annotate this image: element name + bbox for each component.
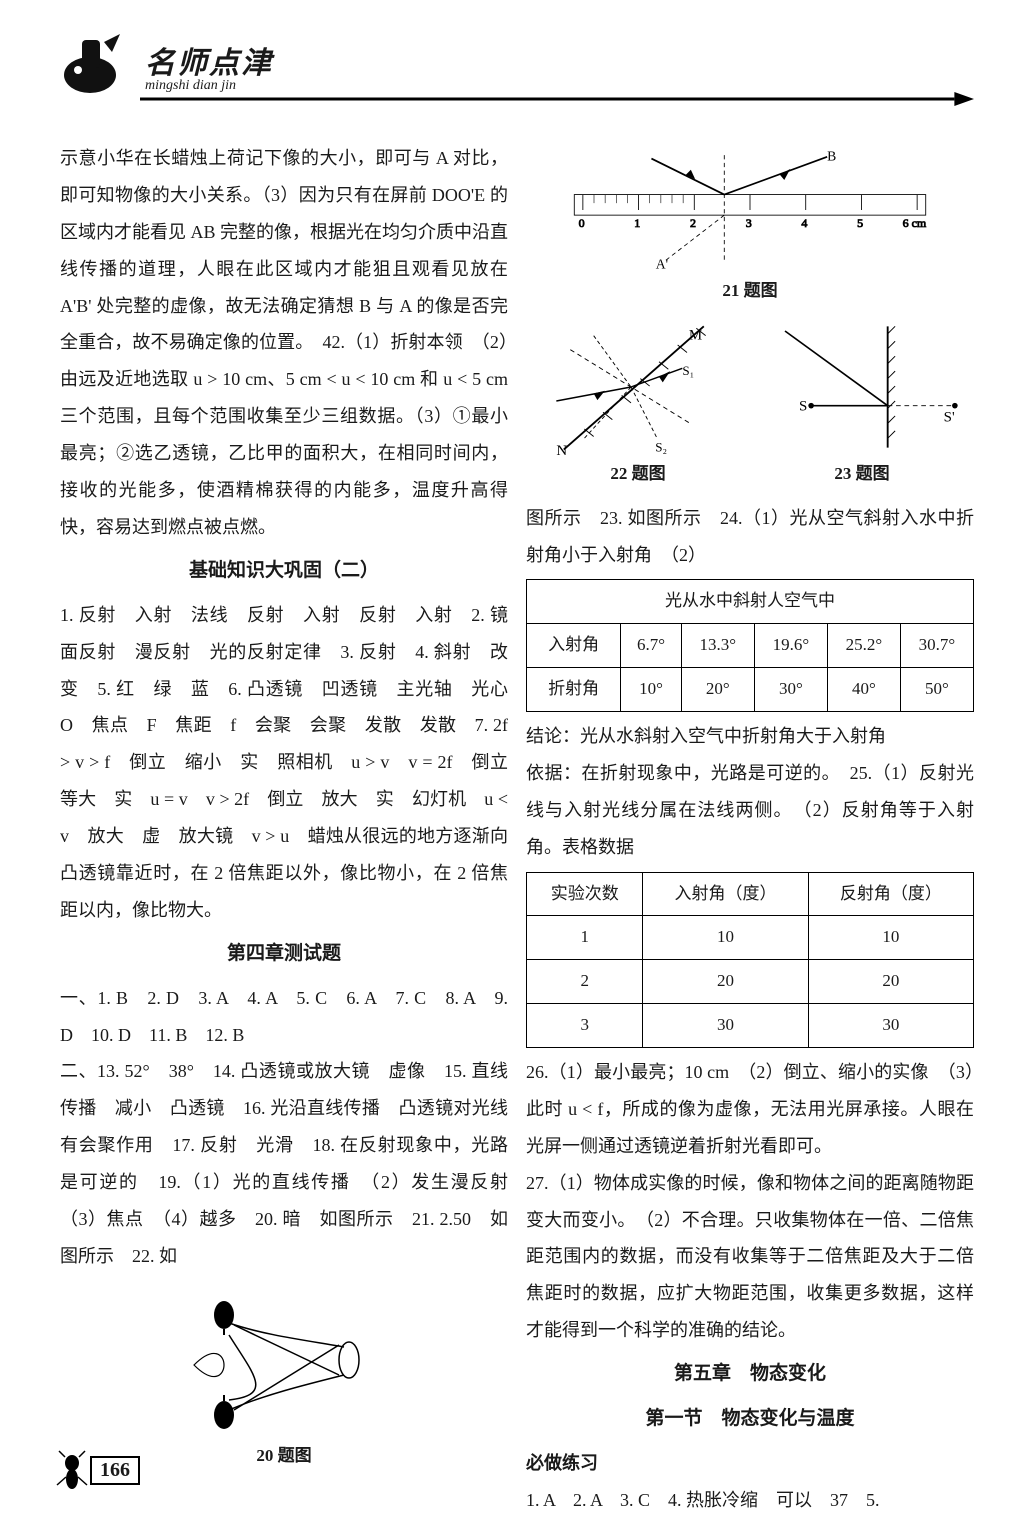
page-number: 166: [90, 1456, 140, 1485]
table-row: 2 20 20: [527, 960, 974, 1004]
paragraph: 26.（1）最小最亮；10 cm （2）倒立、缩小的实像 （3）此时 u < f…: [526, 1054, 974, 1165]
paragraph: 27.（1）物体成实像的时候，像和物体之间的距离随物距变大而变小。 （2）不合理…: [526, 1165, 974, 1349]
table-cell: 30.7°: [900, 624, 973, 668]
figure-21: 0 1 2 3 4 5 6 cm: [526, 150, 974, 270]
figure-caption: 22 题图: [610, 457, 665, 492]
right-column: 0 1 2 3 4 5 6 cm: [526, 140, 974, 1519]
table-cell: 折射角: [527, 668, 621, 712]
must-do-label: 必做练习: [526, 1453, 598, 1473]
table-header: 反射角（度）: [808, 872, 973, 916]
table-cell: 20°: [681, 668, 754, 712]
svg-text:5: 5: [857, 216, 863, 230]
paragraph: 结论：光从水斜射入空气中折射角大于入射角: [526, 718, 974, 755]
svg-text:S': S': [943, 409, 954, 425]
paragraph: 二、13. 52° 38° 14. 凸透镜或放大镜 虚像 15. 直线传播 减小…: [60, 1053, 508, 1274]
table-header: 实验次数: [527, 872, 643, 916]
table-cell: 10: [643, 916, 808, 960]
mirror-rays-diagram-icon: M N S₁ S₂: [531, 317, 731, 457]
svg-text:6 cm: 6 cm: [903, 216, 927, 230]
paragraph: 图所示 23. 如图所示 24.（1）光从空气斜射入水中折射角小于入射角 （2）: [526, 500, 974, 574]
table-row: 1 10 10: [527, 916, 974, 960]
table-cell: 1: [527, 916, 643, 960]
paragraph: 依据：在折射现象中，光路是可逆的。 25.（1）反射光线与入射光线分属在法线两侧…: [526, 755, 974, 866]
table-cell: 50°: [900, 668, 973, 712]
table-row: 3 30 30: [527, 1004, 974, 1048]
figure-row-22-23: M N S₁ S₂: [526, 317, 974, 457]
paragraph: 1. A 2. A 3. C 4. 热胀冷缩 可以 37 5.: [526, 1482, 974, 1519]
left-column: 示意小华在长蜡烛上荷记下像的大小，即可与 A 对比，即可知物像的大小关系。（3）…: [60, 140, 508, 1519]
svg-text:S₁: S₁: [682, 363, 694, 378]
table-cell: 20: [643, 960, 808, 1004]
svg-text:B: B: [827, 150, 836, 163]
section-title-consolidation-2: 基础知识大巩固（二）: [60, 552, 508, 591]
pinhole-shadow-diagram-icon: [174, 1285, 394, 1435]
table-cell: 3: [527, 1004, 643, 1048]
ruler-reflection-diagram-icon: 0 1 2 3 4 5 6 cm: [540, 150, 960, 270]
table-cell: 2: [527, 960, 643, 1004]
paragraph: 示意小华在长蜡烛上荷记下像的大小，即可与 A 对比，即可知物像的大小关系。（3）…: [60, 140, 508, 546]
svg-text:1: 1: [634, 216, 640, 230]
ant-mascot-icon: [55, 1449, 89, 1493]
svg-text:2: 2: [690, 216, 696, 230]
arrow-right-long-icon: [140, 92, 974, 107]
svg-text:A': A': [656, 256, 668, 270]
table-header: 入射角（度）: [643, 872, 808, 916]
page-brand-title: 名师点津: [145, 38, 273, 82]
svg-text:3: 3: [746, 216, 752, 230]
reflection-experiment-table: 实验次数 入射角（度） 反射角（度） 1 10 10 2 20 20 3 30: [526, 872, 974, 1048]
figure-caption: 21 题图: [526, 274, 974, 309]
paragraph: 一、1. B 2. D 3. A 4. A 5. C 6. A 7. C 8. …: [60, 980, 508, 1054]
ink-brush-logo-icon: [60, 30, 130, 100]
table-cell: 20: [808, 960, 973, 1004]
section-title-ch5-sec1: 第一节 物态变化与温度: [526, 1400, 974, 1439]
figure-caption: 23 题图: [834, 457, 889, 492]
table-cell: 13.3°: [681, 624, 754, 668]
table-cell: 6.7°: [621, 624, 682, 668]
table-cell: 40°: [827, 668, 900, 712]
svg-text:N: N: [556, 443, 567, 457]
svg-text:S: S: [799, 398, 807, 414]
paragraph: 1. 反射 入射 法线 反射 入射 反射 入射 2. 镜面反射 漫反射 光的反射…: [60, 597, 508, 929]
figure-20: [60, 1285, 508, 1435]
table-title: 光从水中斜射人空气中: [527, 580, 974, 624]
table-cell: 19.6°: [754, 624, 827, 668]
section-title-chapter4-test: 第四章测试题: [60, 935, 508, 974]
section-title-chapter5: 第五章 物态变化: [526, 1355, 974, 1394]
header-banner: 名师点津 mingshi dian jin: [60, 30, 974, 120]
table-cell: 30°: [754, 668, 827, 712]
table-cell: 10: [808, 916, 973, 960]
table-cell: 25.2°: [827, 624, 900, 668]
svg-text:S₂: S₂: [655, 439, 667, 454]
plane-mirror-image-diagram-icon: S S': [740, 317, 970, 457]
table-cell: 入射角: [527, 624, 621, 668]
svg-text:4: 4: [801, 216, 807, 230]
refraction-table: 光从水中斜射人空气中 入射角 6.7° 13.3° 19.6° 25.2° 30…: [526, 579, 974, 712]
table-cell: 30: [643, 1004, 808, 1048]
table-cell: 10°: [621, 668, 682, 712]
table-cell: 30: [808, 1004, 973, 1048]
svg-text:M: M: [688, 327, 701, 343]
svg-text:0: 0: [579, 216, 585, 230]
